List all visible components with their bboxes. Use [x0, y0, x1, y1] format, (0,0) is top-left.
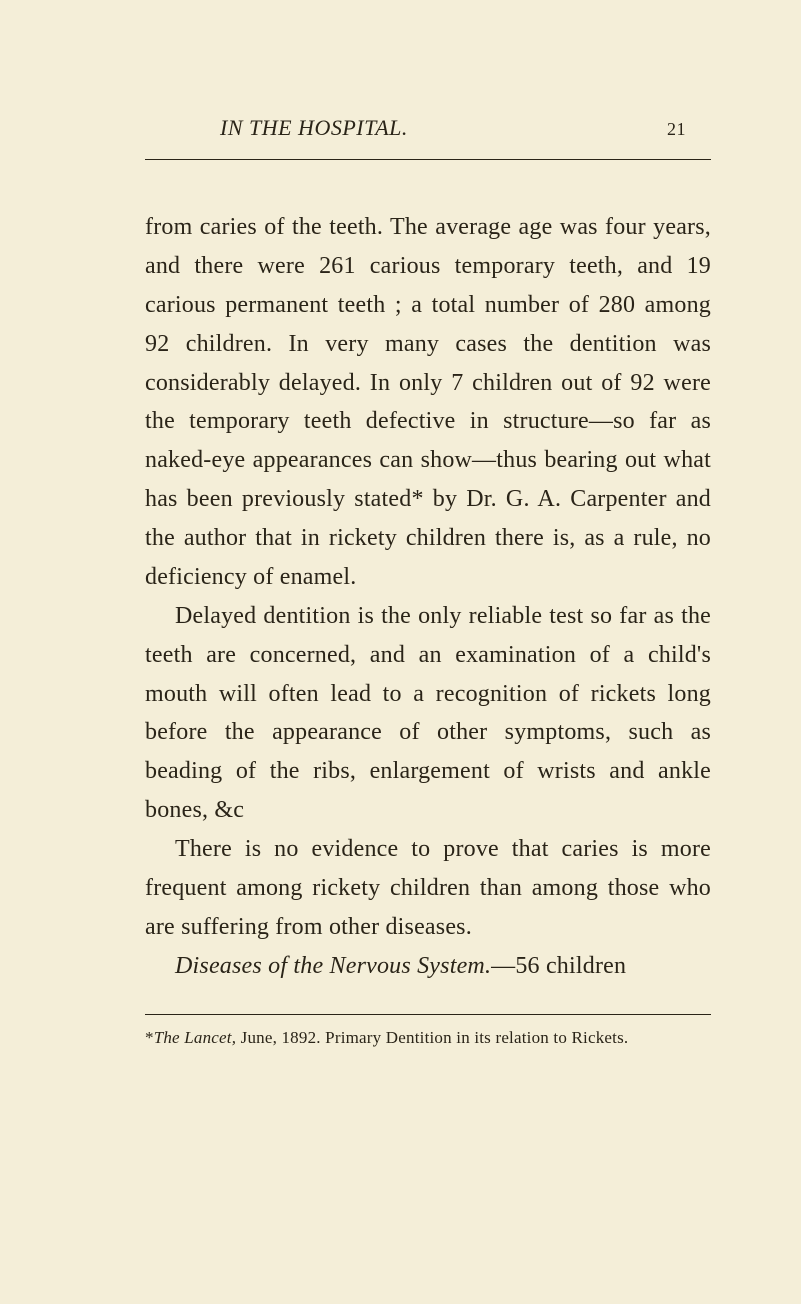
header-divider — [145, 159, 711, 160]
running-header: IN THE HOSPITAL. 21 — [145, 115, 711, 141]
page-number: 21 — [667, 119, 686, 140]
paragraph-4-italic: Diseases of the Nervous System. — [175, 953, 491, 979]
header-title: IN THE HOSPITAL. — [220, 115, 408, 141]
footnote-divider — [145, 1014, 711, 1015]
footnote-source: The Lancet, — [154, 1028, 236, 1047]
page-container: IN THE HOSPITAL. 21 from caries of the t… — [0, 0, 801, 1130]
paragraph-2: Delayed dentition is the only reliable t… — [145, 597, 711, 830]
paragraph-3: There is no evidence to prove that carie… — [145, 830, 711, 947]
footnote: *The Lancet, June, 1892. Primary Dentiti… — [145, 1025, 711, 1051]
footnote-rest: June, 1892. Primary Dentition in its rel… — [236, 1028, 628, 1047]
paragraph-1: from caries of the teeth. The average ag… — [145, 208, 711, 597]
paragraph-4-rest: —56 children — [491, 953, 626, 979]
body-text: from caries of the teeth. The average ag… — [145, 208, 711, 986]
footnote-marker: * — [145, 1028, 154, 1047]
paragraph-4: Diseases of the Nervous System.—56 child… — [145, 947, 711, 986]
